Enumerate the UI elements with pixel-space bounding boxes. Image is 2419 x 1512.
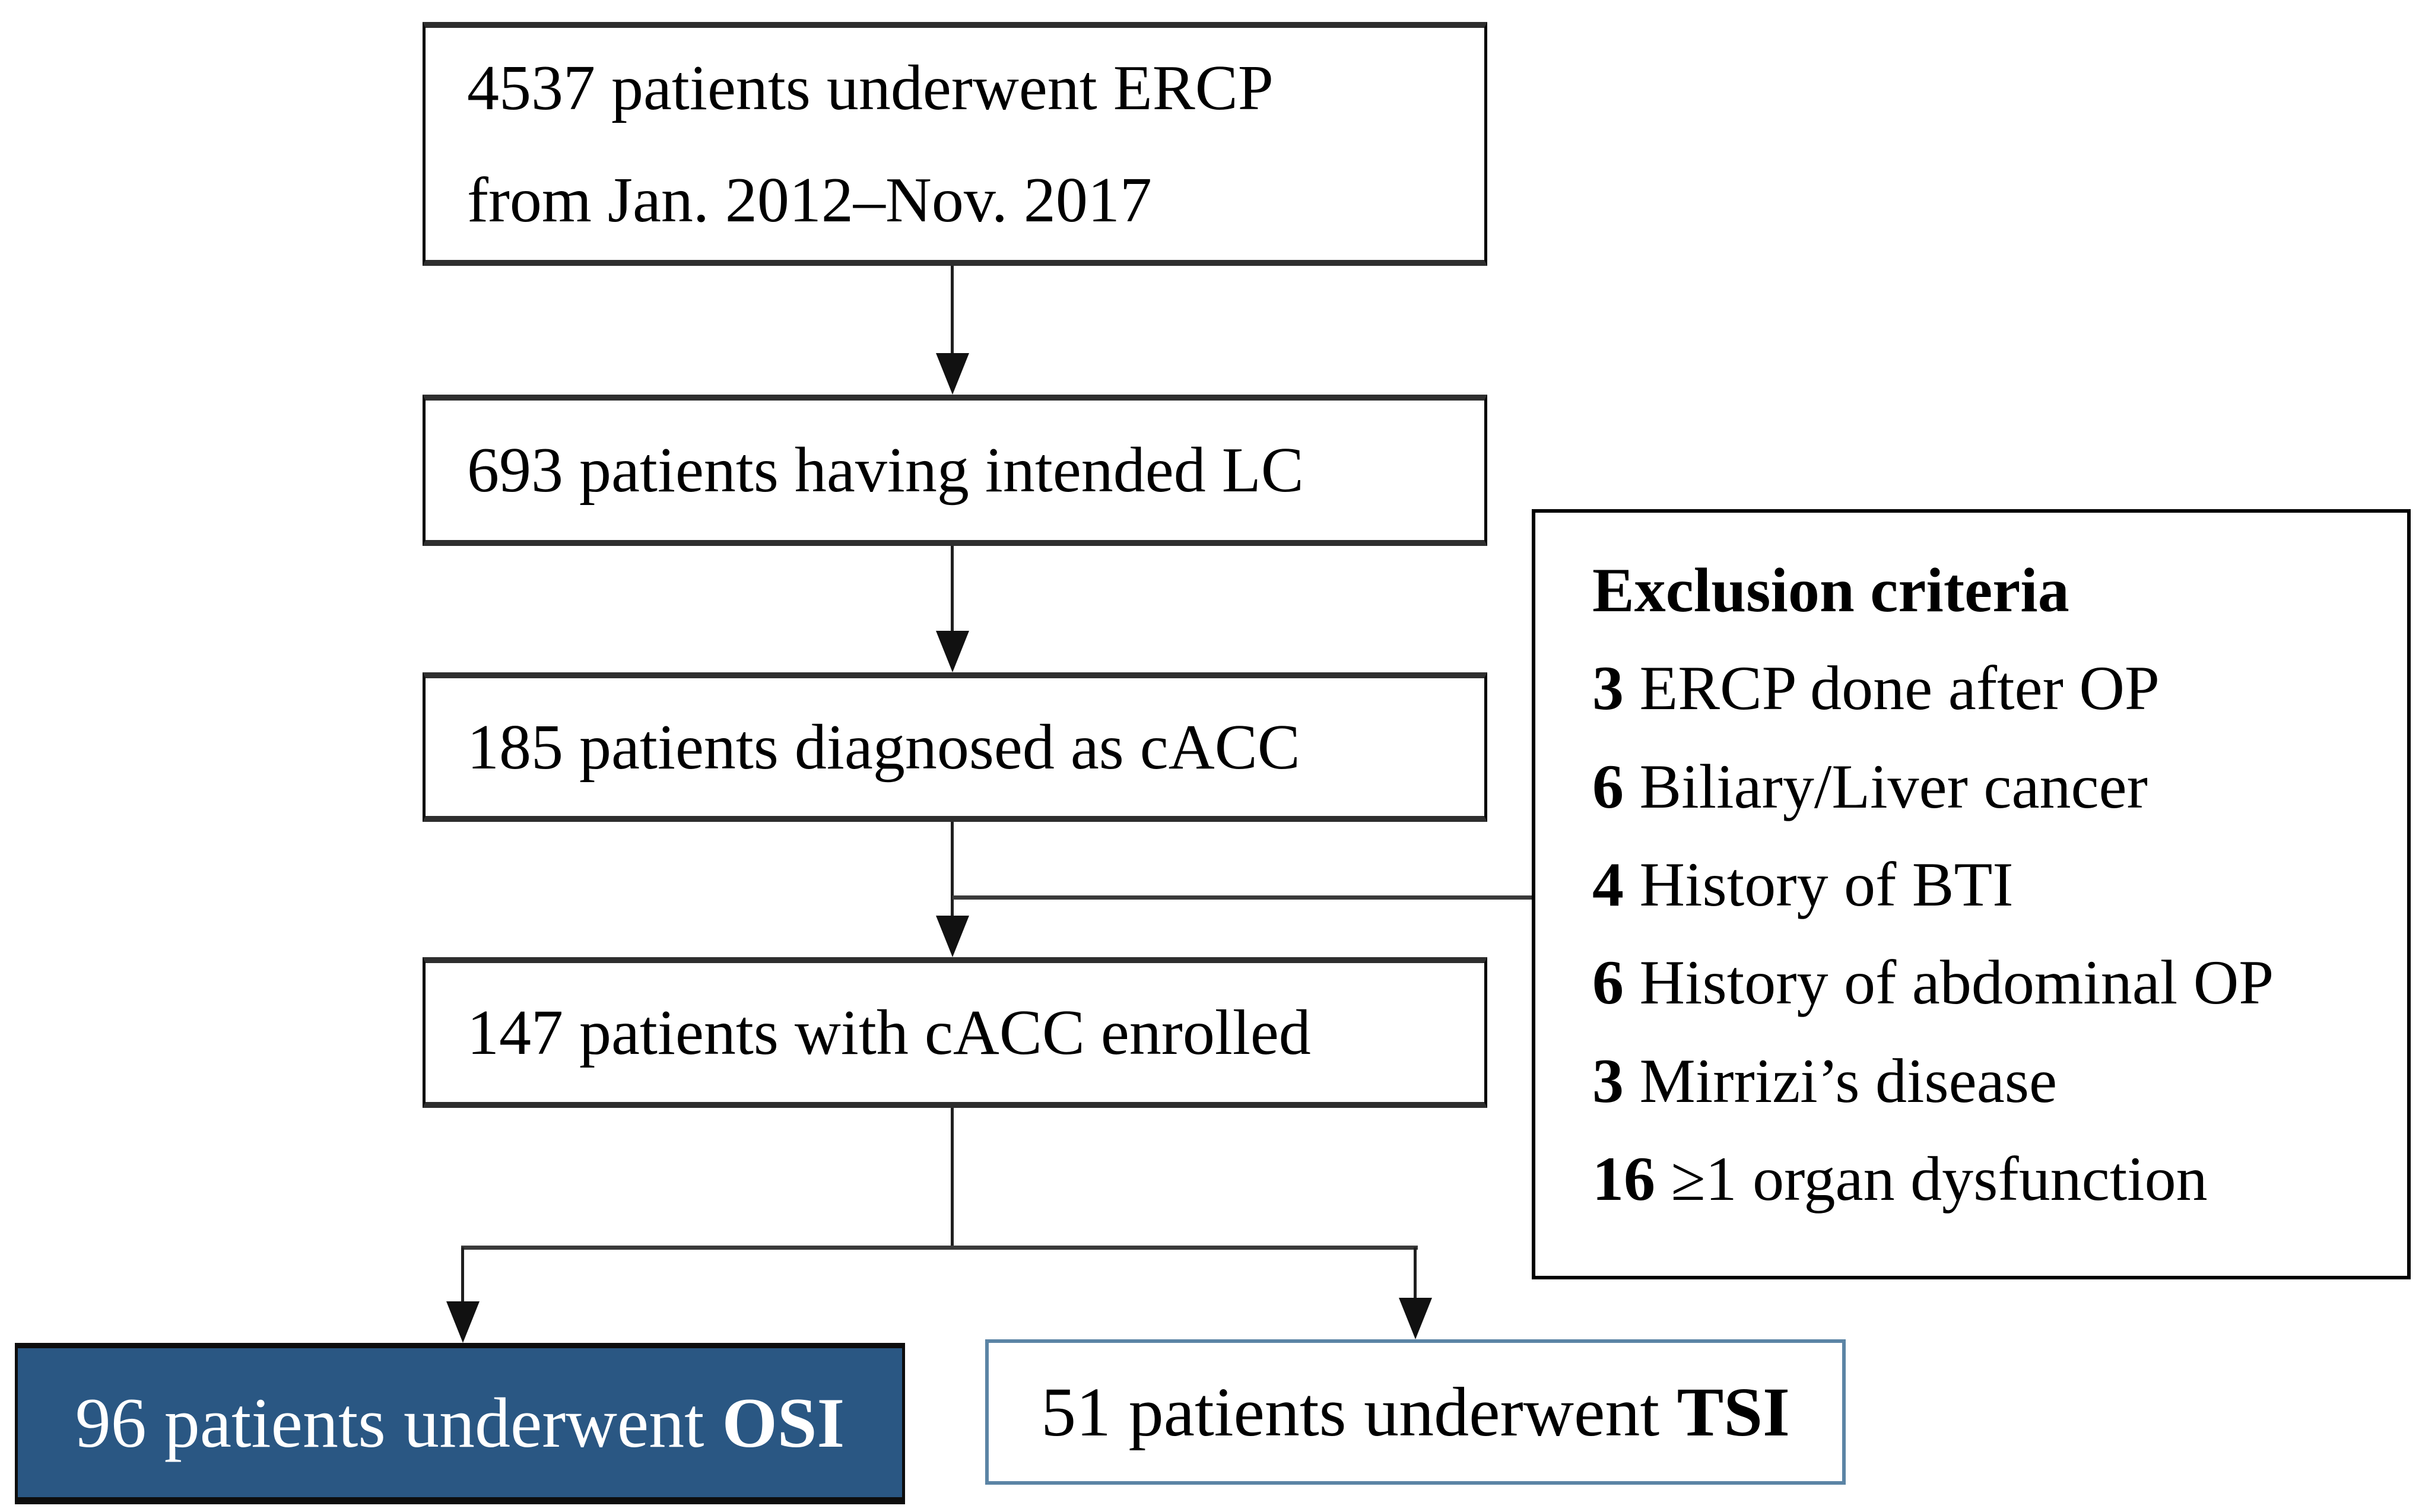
node-osi-text: 96 patients underwent OSI bbox=[75, 1383, 845, 1462]
node-ercp-total: 4537 patients underwent ERCP from Jan. 2… bbox=[423, 22, 1487, 266]
osi-prefix: 96 patients underwent bbox=[75, 1383, 722, 1462]
node-tsi-text: 51 patients underwent TSI bbox=[1041, 1373, 1790, 1451]
exclusion-label: ERCP done after OP bbox=[1639, 653, 2160, 723]
node-lc-text: 693 patients having intended LC bbox=[467, 435, 1304, 506]
connector-split-bar bbox=[461, 1246, 1418, 1250]
connector-lc-to-cacc bbox=[951, 546, 954, 631]
tsi-prefix: 51 patients underwent bbox=[1041, 1373, 1677, 1451]
node-osi-group: 96 patients underwent OSI bbox=[15, 1343, 905, 1504]
exclusion-label: History of abdominal OP bbox=[1639, 948, 2274, 1018]
node-diagnosed-cacc: 185 patients diagnosed as cACC bbox=[423, 672, 1487, 822]
osi-abbrev: OSI bbox=[722, 1383, 845, 1462]
arrowhead-icon bbox=[1399, 1298, 1432, 1339]
node-cacc-text: 185 patients diagnosed as cACC bbox=[467, 711, 1300, 783]
exclusion-item: 3 Mirrizi’s disease bbox=[1592, 1032, 2389, 1130]
exclusion-item: 16 ≥1 organ dysfunction bbox=[1592, 1130, 2389, 1228]
exclusion-criteria-box: Exclusion criteria 3 ERCP done after OP … bbox=[1532, 509, 2411, 1279]
tsi-abbrev: TSI bbox=[1677, 1373, 1790, 1451]
arrowhead-icon bbox=[446, 1301, 480, 1343]
node-intended-lc: 693 patients having intended LC bbox=[423, 395, 1487, 546]
node-enrolled-text: 147 patients with cACC enrolled bbox=[467, 997, 1311, 1068]
exclusion-item: 6 History of abdominal OP bbox=[1592, 933, 2389, 1031]
connector-to-osi bbox=[461, 1247, 464, 1301]
exclusion-item: 3 ERCP done after OP bbox=[1592, 639, 2389, 737]
exclusion-count: 6 bbox=[1592, 751, 1624, 821]
node-tsi-group: 51 patients underwent TSI bbox=[985, 1339, 1846, 1485]
arrowhead-icon bbox=[936, 353, 969, 395]
arrowhead-icon bbox=[936, 631, 969, 672]
exclusion-label: Biliary/Liver cancer bbox=[1639, 751, 2148, 821]
exclusion-label: ≥1 organ dysfunction bbox=[1671, 1144, 2208, 1214]
connector-to-tsi bbox=[1414, 1247, 1417, 1298]
arrowhead-icon bbox=[936, 916, 969, 957]
exclusion-item: 4 History of BTI bbox=[1592, 836, 2389, 933]
node-enrolled-cacc: 147 patients with cACC enrolled bbox=[423, 957, 1487, 1108]
exclusion-count: 3 bbox=[1592, 653, 1624, 723]
exclusion-label: History of BTI bbox=[1639, 850, 2014, 920]
exclusion-item: 6 Biliary/Liver cancer bbox=[1592, 738, 2389, 836]
exclusion-label: Mirrizi’s disease bbox=[1639, 1046, 2058, 1116]
exclusion-count: 6 bbox=[1592, 948, 1624, 1018]
connector-ercp-to-lc bbox=[951, 266, 954, 353]
node-ercp-line1: 4537 patients underwent ERCP bbox=[467, 52, 1274, 123]
exclusion-count: 16 bbox=[1592, 1144, 1655, 1214]
connector-enrolled-stem bbox=[951, 1108, 954, 1247]
exclusion-count: 3 bbox=[1592, 1046, 1624, 1116]
connector-cacc-to-enrolled bbox=[951, 822, 954, 916]
exclusion-count: 4 bbox=[1592, 850, 1624, 920]
connector-to-exclusion bbox=[953, 895, 1532, 900]
node-ercp-line2: from Jan. 2012–Nov. 2017 bbox=[467, 164, 1152, 236]
exclusion-title: Exclusion criteria bbox=[1592, 555, 2069, 625]
